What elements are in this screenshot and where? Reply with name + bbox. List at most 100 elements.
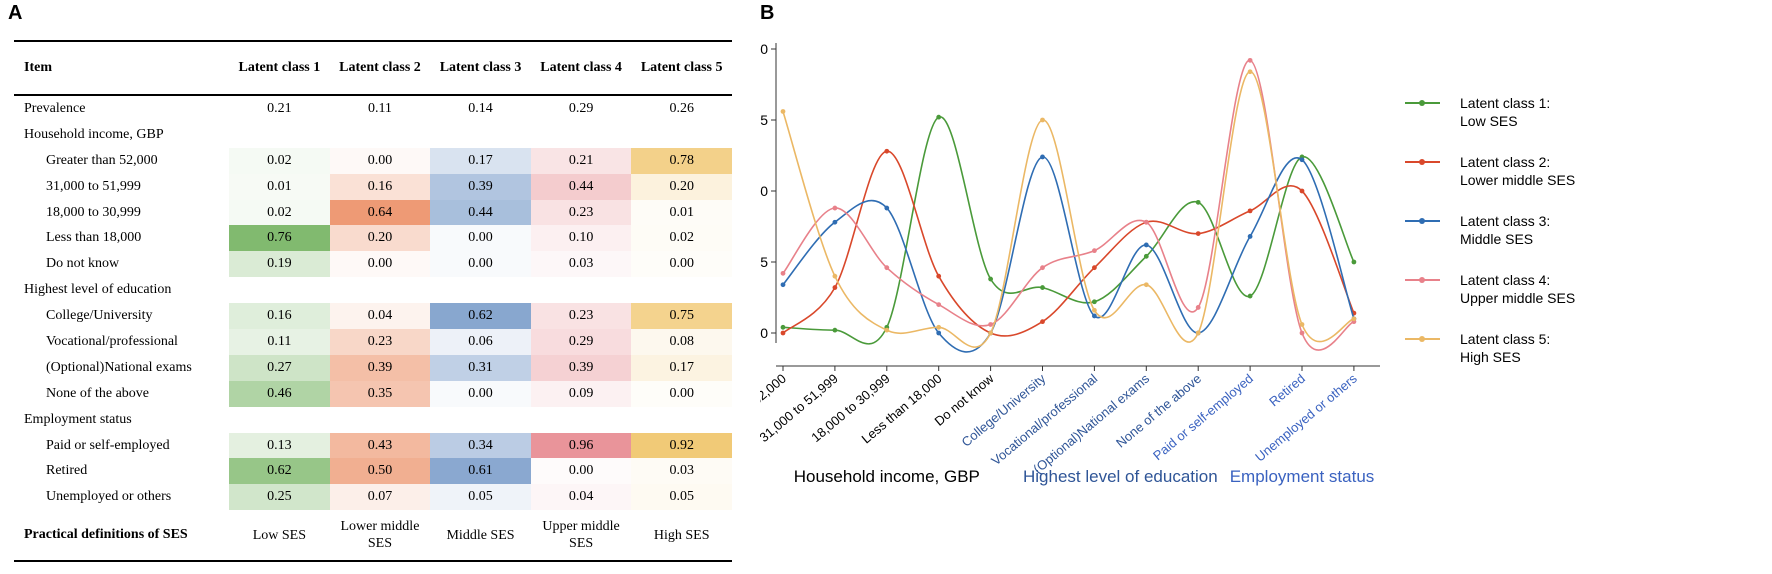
data-point-class-3 (1247, 234, 1253, 239)
header-item: Item (14, 40, 230, 96)
cell-class-3: 0.39 (430, 173, 531, 200)
cell-class-1: 0.13 (229, 432, 330, 459)
table-row: None of the above 0.46 0.35 0.00 0.09 0.00 (14, 380, 732, 407)
row-label: Greater than 52,000 (46, 152, 158, 168)
data-point-class-2 (884, 148, 890, 154)
data-point-class-5 (884, 327, 890, 333)
data-point-class-5 (988, 330, 993, 336)
header-class-1: Latent class 1 (229, 40, 330, 96)
data-point-class-1 (1143, 253, 1149, 259)
cell-class-5: 0.92 (631, 432, 732, 459)
data-point-class-4 (1143, 219, 1149, 225)
x-group-label: Employment status (1230, 467, 1375, 486)
series-line-class-3 (782, 156, 1355, 353)
data-point-class-2 (1195, 231, 1201, 237)
latent-class-table: Item Latent class 1 Latent class 2 Laten… (14, 40, 732, 563)
header-class-5: Latent class 5 (631, 40, 732, 96)
cell-class-2 (330, 122, 431, 148)
cell-class-3: 0.00 (430, 380, 531, 407)
row-label: Employment status (24, 411, 132, 427)
data-point-class-5 (780, 109, 786, 114)
series-line-class-5 (782, 70, 1355, 348)
data-point-class-3 (884, 205, 890, 211)
data-point-class-1 (780, 324, 786, 330)
cell-class-1: 0.46 (229, 380, 330, 407)
cell-class-1: 0.62 (229, 458, 330, 485)
data-point-class-1 (1040, 285, 1045, 290)
cell-class-5: 0.75 (631, 303, 732, 330)
cell-class-1: 0.02 (229, 199, 330, 226)
footer-class-1: Low SES (229, 510, 330, 563)
table-footer-row: Practical definitions of SES Low SES Low… (14, 510, 732, 563)
cell-class-3 (430, 122, 531, 148)
data-point-class-2 (832, 285, 838, 290)
y-tick-label: 1.00 (760, 41, 768, 57)
cell-class-4 (531, 122, 632, 148)
line-chart: 0.000.250.500.751.00Proportion (%)Greate… (760, 41, 1575, 486)
cell-class-4: 0.03 (530, 251, 632, 278)
table-row: Vocational/professional 0.11 0.23 0.06 0.29 0… (14, 329, 732, 355)
data-point-class-5 (1143, 282, 1149, 288)
row-label: Household income, GBP (24, 126, 164, 142)
table-row: Unemployed or others 0.25 0.07 0.05 0.04 0.05 (14, 484, 732, 511)
cell-class-3: 0.05 (430, 484, 531, 511)
data-point-class-4 (1195, 305, 1201, 310)
cell-class-1: 0.25 (229, 484, 330, 511)
cell-class-2 (330, 407, 431, 433)
table-row: (Optional)National exams 0.27 0.39 0.31 0.39… (14, 354, 732, 381)
legend-marker-class-2 (1419, 159, 1425, 165)
cell-class-5 (631, 407, 732, 433)
data-point-class-5 (1351, 316, 1357, 322)
cell-class-1: 0.11 (229, 329, 330, 355)
data-point-class-1 (1092, 299, 1097, 305)
x-group-label: Highest level of education (1023, 467, 1218, 486)
cell-class-4: 0.39 (530, 354, 632, 381)
table-row: Less than 18,000 0.76 0.20 0.00 0.10 0.02 (14, 225, 732, 252)
cell-class-1: 0.27 (229, 354, 330, 381)
cell-class-3: 0.34 (430, 432, 531, 459)
data-point-class-3 (1092, 313, 1097, 319)
cell-class-1: 0.19 (229, 251, 330, 278)
header-class-4: Latent class 4 (530, 40, 632, 96)
cell-class-2: 0.64 (329, 199, 431, 226)
data-point-class-1 (832, 327, 838, 333)
cell-class-4: 0.09 (530, 380, 632, 407)
table-row: Employment status (14, 407, 732, 433)
data-point-class-4 (1040, 265, 1045, 271)
data-point-class-4 (988, 322, 993, 327)
cell-class-3: 0.44 (430, 199, 531, 226)
cell-class-3 (430, 277, 531, 303)
cell-class-1: 0.16 (229, 303, 330, 330)
cell-class-3: 0.62 (430, 303, 531, 330)
cell-class-5: 0.26 (669, 100, 694, 116)
cell-class-3: 0.61 (430, 458, 531, 485)
cell-class-2: 0.04 (329, 303, 431, 330)
y-tick-label: 0.50 (760, 183, 768, 199)
data-point-class-3 (1299, 157, 1305, 163)
cell-class-5: 0.03 (631, 458, 732, 485)
data-point-class-2 (780, 330, 786, 336)
legend-marker-class-1 (1419, 100, 1425, 106)
header-class-2: Latent class 2 (329, 40, 431, 96)
legend-label-class-2: Latent class 2: Lower middle SES (1460, 154, 1575, 188)
data-point-class-4 (1247, 57, 1253, 63)
cell-class-2: 0.11 (367, 100, 392, 116)
row-label: Less than 18,000 (46, 230, 142, 246)
data-point-class-4 (884, 265, 890, 271)
header-class-3: Latent class 3 (430, 40, 531, 96)
cell-class-3: 0.06 (430, 329, 531, 355)
footer-class-5: High SES (631, 510, 732, 563)
data-point-class-4 (1092, 248, 1097, 254)
data-point-class-2 (1247, 208, 1253, 214)
legend-label-class-3: Latent class 3: Middle SES (1460, 213, 1550, 247)
cell-class-4 (531, 407, 632, 433)
footer-class-2: Lower middle SES (329, 510, 431, 563)
data-point-class-3 (1143, 242, 1149, 248)
cell-class-1: 0.02 (229, 147, 330, 174)
table-row: 18,000 to 30,999 0.02 0.64 0.44 0.23 0.01 (14, 199, 732, 226)
cell-class-5: 0.01 (631, 199, 732, 226)
data-point-class-2 (936, 273, 942, 279)
data-point-class-3 (1040, 154, 1045, 160)
cell-class-5: 0.78 (631, 147, 732, 174)
cell-class-3: 0.00 (430, 251, 531, 278)
